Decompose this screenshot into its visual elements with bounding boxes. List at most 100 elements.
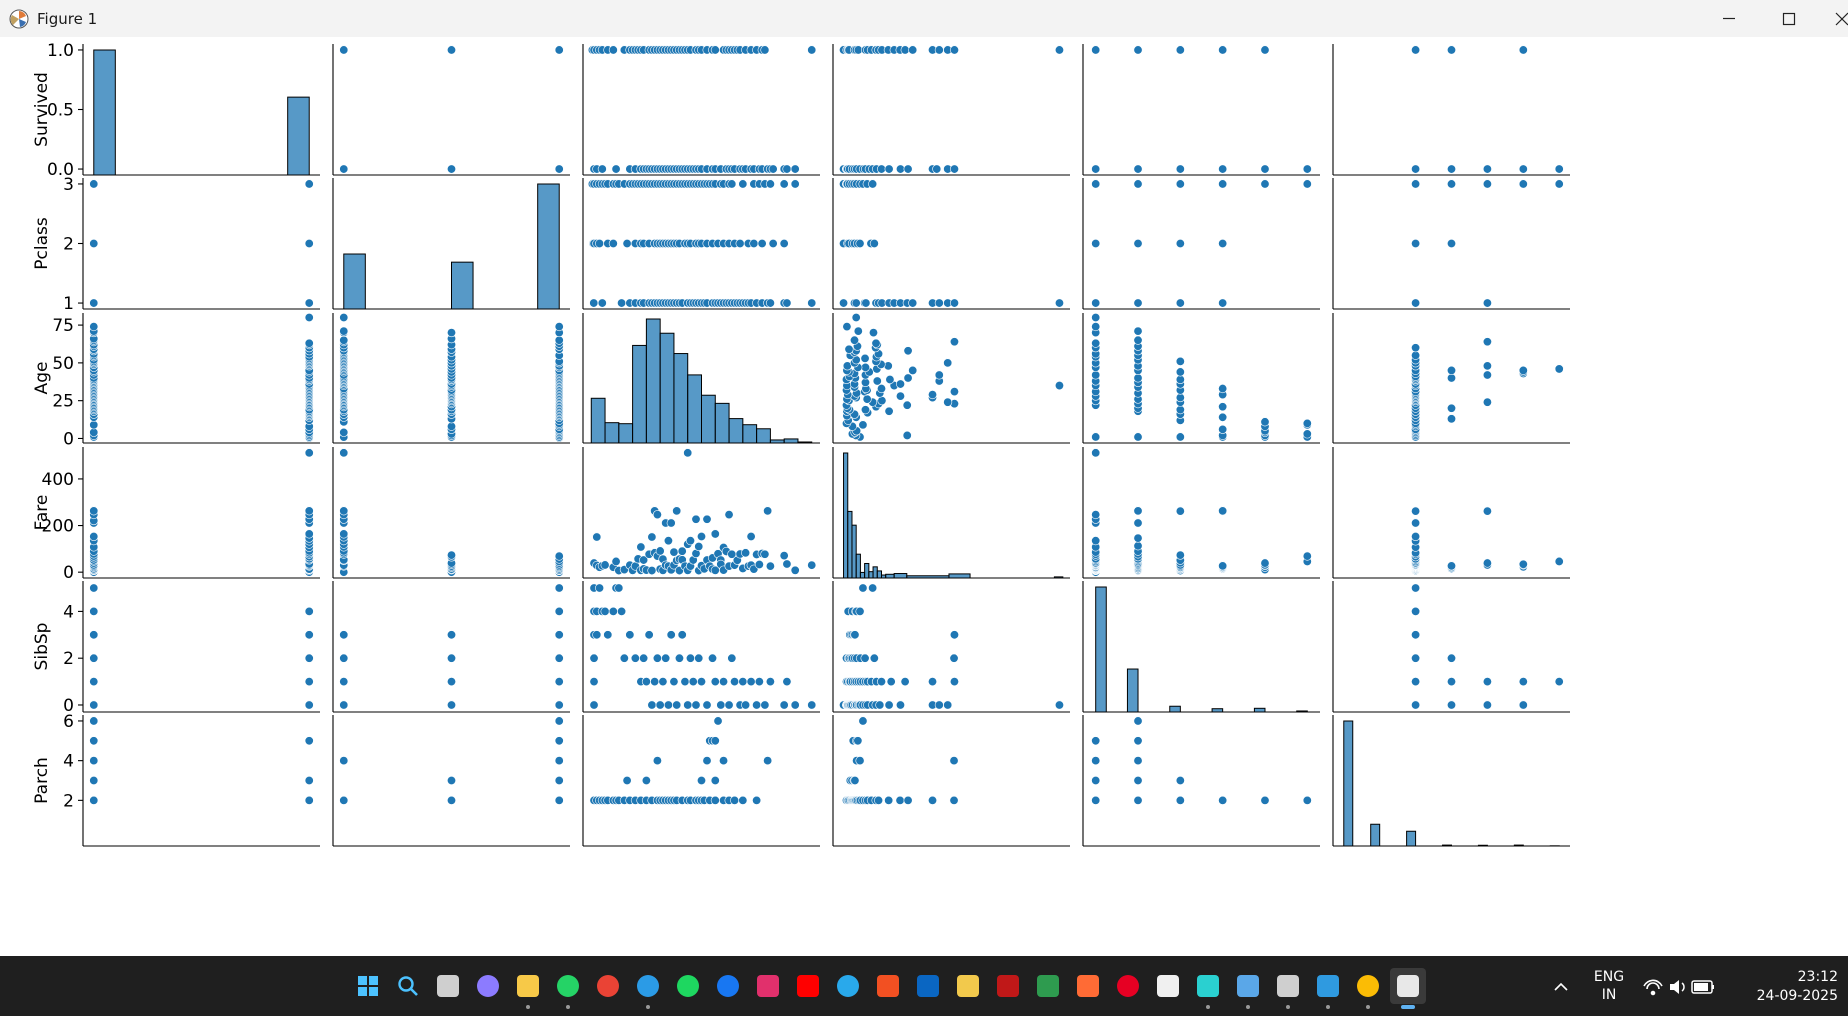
panel-marks — [1091, 45, 1312, 174]
scatter-point — [727, 653, 737, 663]
running-indicator — [1401, 1005, 1415, 1009]
language-indicator[interactable]: ENG IN — [1590, 968, 1628, 1004]
scatter-point — [934, 370, 944, 380]
taskbar-app-search[interactable] — [390, 968, 426, 1004]
scatter-point — [763, 756, 773, 766]
scatter-point — [876, 384, 886, 394]
panel-survived-survived: 0.0 0.5 1.0 Survived — [32, 41, 320, 180]
scatter-point — [652, 510, 662, 520]
taskbar-app-notepad[interactable] — [1230, 968, 1266, 1009]
taskbar-app-chrome-profile[interactable] — [1350, 968, 1386, 1009]
scatter-point — [872, 376, 882, 386]
scatter-point — [650, 677, 660, 687]
maximize-button[interactable] — [1766, 0, 1812, 37]
taskbar-app-python-figure[interactable] — [1390, 968, 1426, 1009]
taskbar-app-whatsapp[interactable] — [550, 968, 586, 1009]
scatter-point — [716, 700, 726, 710]
scatter-point — [738, 795, 748, 805]
taskbar-app-vscode[interactable] — [1310, 968, 1346, 1009]
clock[interactable]: 23:12 24-09-2025 — [1738, 968, 1838, 1006]
scatter-point — [876, 164, 886, 174]
scatter-point — [554, 677, 564, 687]
scatter-point — [903, 346, 913, 356]
taskbar-app-microsoft-store[interactable] — [870, 968, 906, 1004]
youtube-icon — [797, 975, 819, 997]
taskbar-app-spotify[interactable] — [670, 968, 706, 1004]
histogram-bar — [847, 510, 853, 579]
taskbar-app-instagram[interactable] — [750, 968, 786, 1004]
running-indicator — [1366, 1005, 1370, 1009]
scatter-point — [782, 164, 792, 174]
scatter-point — [339, 630, 349, 640]
scatter-point — [1411, 298, 1421, 308]
taskbar-app-green-app[interactable] — [1030, 968, 1066, 1004]
scatter-point — [949, 756, 959, 766]
scatter-point — [1447, 653, 1457, 663]
taskbar-app-multicolor-app[interactable] — [1070, 968, 1106, 1004]
scatter-point — [694, 653, 704, 663]
chevron-up-icon[interactable] — [1550, 976, 1572, 998]
taskbar-app-terminal[interactable] — [1270, 968, 1306, 1009]
scatter-point — [446, 677, 456, 687]
panel-age-sibsp — [1082, 313, 1320, 444]
scatter-point — [89, 506, 99, 516]
running-indicator — [1206, 1005, 1210, 1009]
scatter-point — [1411, 700, 1421, 710]
scatter-point — [858, 583, 868, 593]
task-view-icon — [437, 975, 459, 997]
panel-marks — [339, 448, 564, 577]
panel-parch-pclass — [332, 715, 570, 847]
scatter-point — [1260, 45, 1270, 55]
system-tray-icons[interactable] — [1640, 974, 1720, 1000]
taskbar-app-sticky-app[interactable] — [950, 968, 986, 1004]
scatter-point — [851, 298, 861, 308]
taskbar-app-pinterest[interactable] — [1110, 968, 1146, 1004]
scatter-point — [630, 653, 640, 663]
taskbar-app-windows-start[interactable] — [350, 968, 386, 1004]
scatter-point — [903, 373, 913, 383]
scatter-point — [666, 518, 676, 528]
scatter-point — [1091, 45, 1101, 55]
scatter-point — [727, 179, 737, 189]
taskbar-app-youtube[interactable] — [790, 968, 826, 1004]
taskbar-app-mcafee[interactable] — [990, 968, 1026, 1004]
scatter-point — [339, 529, 349, 539]
scatter-point — [949, 630, 959, 640]
scatter-point — [339, 506, 349, 516]
taskbar-app-task-view[interactable] — [430, 968, 466, 1004]
close-button[interactable] — [1826, 0, 1848, 37]
scatter-point — [868, 328, 878, 338]
scatter-point — [89, 653, 99, 663]
scatter-point — [746, 532, 756, 542]
taskbar-app-facebook[interactable] — [710, 968, 746, 1004]
panel-sibsp-survived: 0 2 4 SibSp — [32, 581, 320, 716]
running-indicator — [1326, 1005, 1330, 1009]
scatter-point — [614, 583, 624, 593]
scatter-point — [1133, 716, 1143, 726]
taskbar-app-pixel-game[interactable] — [1190, 968, 1226, 1009]
scatter-point — [869, 653, 879, 663]
taskbar-app-copilot[interactable] — [470, 968, 506, 1004]
scatter-point — [855, 756, 865, 766]
panel-parch-parch — [1332, 715, 1570, 847]
scatter-point — [1133, 533, 1143, 543]
histogram-bar — [893, 573, 908, 579]
y-tick-label: 0 — [63, 696, 74, 716]
scatter-point — [1218, 561, 1228, 571]
panel-survived-parch — [1332, 44, 1570, 176]
taskbar-app-chrome[interactable] — [590, 968, 626, 1004]
taskbar-app-document-app[interactable] — [1150, 968, 1186, 1004]
taskbar-app-linkedin[interactable] — [910, 968, 946, 1004]
scatter-point — [1175, 795, 1185, 805]
panel-marks — [589, 583, 817, 710]
scatter-point — [1411, 653, 1421, 663]
taskbar-app-telegram[interactable] — [830, 968, 866, 1004]
minimize-button[interactable] — [1706, 0, 1752, 37]
taskbar-app-edge[interactable] — [630, 968, 666, 1009]
scatter-point — [89, 736, 99, 746]
scatter-point — [1554, 164, 1564, 174]
taskbar-app-file-explorer[interactable] — [510, 968, 546, 1009]
scatter-point — [644, 630, 654, 640]
scatter-point — [554, 736, 564, 746]
scatter-point — [886, 677, 896, 687]
